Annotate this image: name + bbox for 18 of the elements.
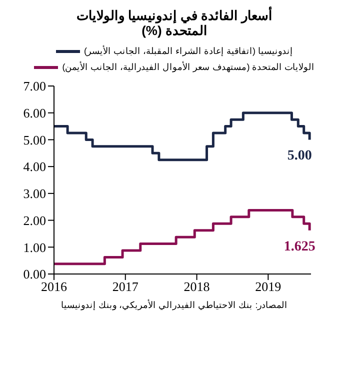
y-tick-label: 5.00 bbox=[23, 132, 46, 148]
data-label: 5.00 bbox=[287, 148, 312, 164]
y-tick-label: 2.00 bbox=[23, 212, 46, 228]
text: المصادر: بنك الاحتياطي الفيدرالي الأمريكي، وبنك إندونيسيا bbox=[60, 298, 289, 312]
y-tick-label: 1.00 bbox=[23, 240, 46, 255]
x-tick-label: 2017 bbox=[112, 279, 139, 294]
y-tick-label: 0.00 bbox=[23, 266, 46, 282]
y-tick-label: 4.00 bbox=[23, 159, 46, 174]
legend-label: إندونيسيا (اتفاقية إعادة الشراء المقبلة، الجانب الأيسر) bbox=[84, 46, 293, 56]
legend-label: الولايات المتحدة (مستهدف سعر الأموال الفيدرالية، الجانب الأيمن) bbox=[62, 62, 315, 72]
x-tick-label: 2018 bbox=[184, 279, 210, 294]
x-tick-label: 2016 bbox=[41, 279, 68, 294]
x-tick-label: 2019 bbox=[255, 279, 282, 294]
y-tick-label: 3.00 bbox=[23, 186, 46, 202]
data-label: 1.625 bbox=[284, 239, 316, 254]
y-tick-label: 6.00 bbox=[23, 105, 46, 120]
chart-title: أسعار الفائدة في إندونيسيا والولايات المتحدة (%) bbox=[75, 8, 274, 38]
y-tick-label: 7.00 bbox=[23, 78, 46, 94]
